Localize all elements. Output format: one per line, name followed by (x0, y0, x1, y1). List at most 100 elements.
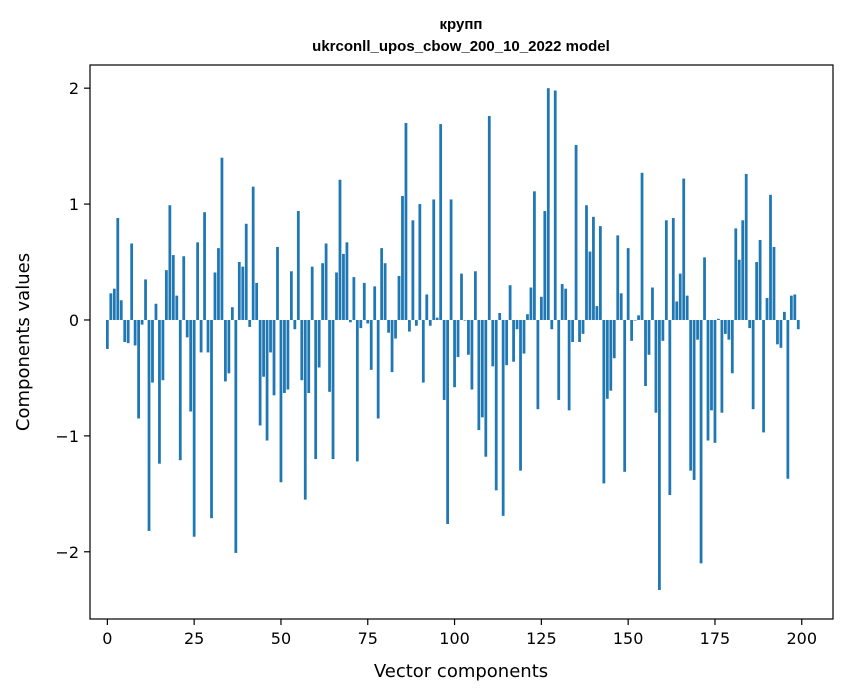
bar-9 (137, 319, 140, 419)
bar-156 (647, 319, 651, 355)
bar-167 (685, 295, 689, 320)
bar-163 (671, 217, 675, 320)
bar-169 (692, 319, 696, 480)
bar-166 (682, 178, 686, 320)
bar-45 (262, 319, 265, 377)
bar-69 (345, 242, 349, 320)
chart-title: крупп (440, 16, 483, 33)
bar-99 (449, 199, 453, 320)
bar-144 (605, 319, 609, 399)
bar-113 (498, 313, 502, 320)
bar-40 (244, 223, 248, 320)
bar-47 (269, 319, 272, 353)
x-axis-ticks: 0 25 50 75 100 125 150 175 200 (102, 619, 817, 648)
bar-12 (147, 319, 151, 531)
bar-88 (411, 220, 415, 320)
bar-68 (342, 253, 345, 320)
bar-77 (373, 286, 377, 320)
bar-128 (550, 319, 554, 330)
bar-158 (654, 319, 658, 413)
bar-174 (710, 319, 713, 411)
bar-62 (321, 263, 325, 320)
bar-73 (359, 319, 363, 329)
x-tick-label: 125 (526, 629, 557, 648)
bar-147 (616, 235, 620, 320)
bar-85 (401, 195, 404, 320)
bar-157 (651, 287, 654, 320)
bar-63 (324, 243, 328, 320)
bar-188 (758, 240, 762, 320)
bar-36 (230, 307, 234, 320)
bar-53 (289, 271, 293, 320)
bar-18 (168, 205, 172, 320)
bar-160 (661, 319, 665, 341)
bar-90 (418, 204, 422, 320)
bar-118 (515, 319, 519, 330)
bar-139 (588, 251, 592, 320)
bar-112 (494, 319, 498, 491)
bar-153 (637, 315, 640, 320)
bar-181 (734, 228, 738, 320)
bar-84 (397, 275, 401, 320)
bar-95 (435, 317, 439, 320)
bar-98 (446, 319, 450, 524)
bar-19 (171, 255, 175, 320)
y-tick-label: 2 (69, 79, 79, 98)
bar-67 (338, 179, 342, 320)
bar-155 (644, 319, 647, 387)
x-tick-label: 200 (786, 629, 817, 648)
bar-108 (480, 319, 484, 418)
bar-172 (703, 257, 706, 320)
bar-65 (331, 319, 335, 460)
bar-16 (161, 319, 165, 381)
bar-176 (717, 318, 720, 320)
bar-186 (751, 319, 755, 410)
bar-190 (765, 297, 769, 320)
bar-199 (796, 319, 800, 330)
bar-15 (158, 319, 161, 464)
bar-185 (748, 319, 752, 329)
bar-8 (133, 319, 137, 346)
x-tick-label: 25 (184, 629, 204, 648)
bar-148 (619, 293, 623, 320)
bar-83 (394, 319, 397, 339)
bar-46 (265, 319, 269, 441)
bar-50 (279, 319, 283, 483)
bar-180 (730, 319, 734, 374)
bar-70 (349, 319, 352, 323)
bar-82 (390, 319, 394, 373)
bar-32 (217, 248, 220, 320)
bar-6 (126, 319, 130, 344)
bar-142 (598, 226, 602, 320)
plot-frame (89, 64, 834, 620)
bar-27 (199, 319, 203, 353)
x-axis-label: Vector components (374, 661, 548, 682)
bar-48 (272, 319, 276, 396)
bar-152 (633, 319, 637, 321)
bar-49 (276, 246, 279, 320)
bar-31 (213, 272, 217, 320)
bar-173 (706, 319, 710, 441)
bar-37 (234, 319, 238, 553)
bar-100 (453, 319, 456, 388)
bar-41 (248, 319, 252, 327)
bar-120 (522, 319, 526, 354)
bar-14 (154, 303, 158, 320)
bar-159 (658, 319, 661, 591)
bar-25 (192, 319, 196, 537)
bar-23 (185, 319, 189, 338)
bar-59 (310, 266, 314, 320)
x-tick-label: 0 (102, 629, 112, 648)
bar-30 (210, 319, 213, 519)
bar-33 (220, 157, 224, 320)
bar-134 (571, 319, 574, 342)
bar-133 (567, 319, 571, 411)
bar-162 (668, 319, 672, 495)
bar-146 (612, 319, 616, 359)
bar-123 (533, 191, 536, 320)
bar-93 (428, 319, 432, 326)
bar-1 (109, 293, 113, 320)
bar-198 (793, 294, 797, 320)
bar-22 (182, 256, 186, 320)
